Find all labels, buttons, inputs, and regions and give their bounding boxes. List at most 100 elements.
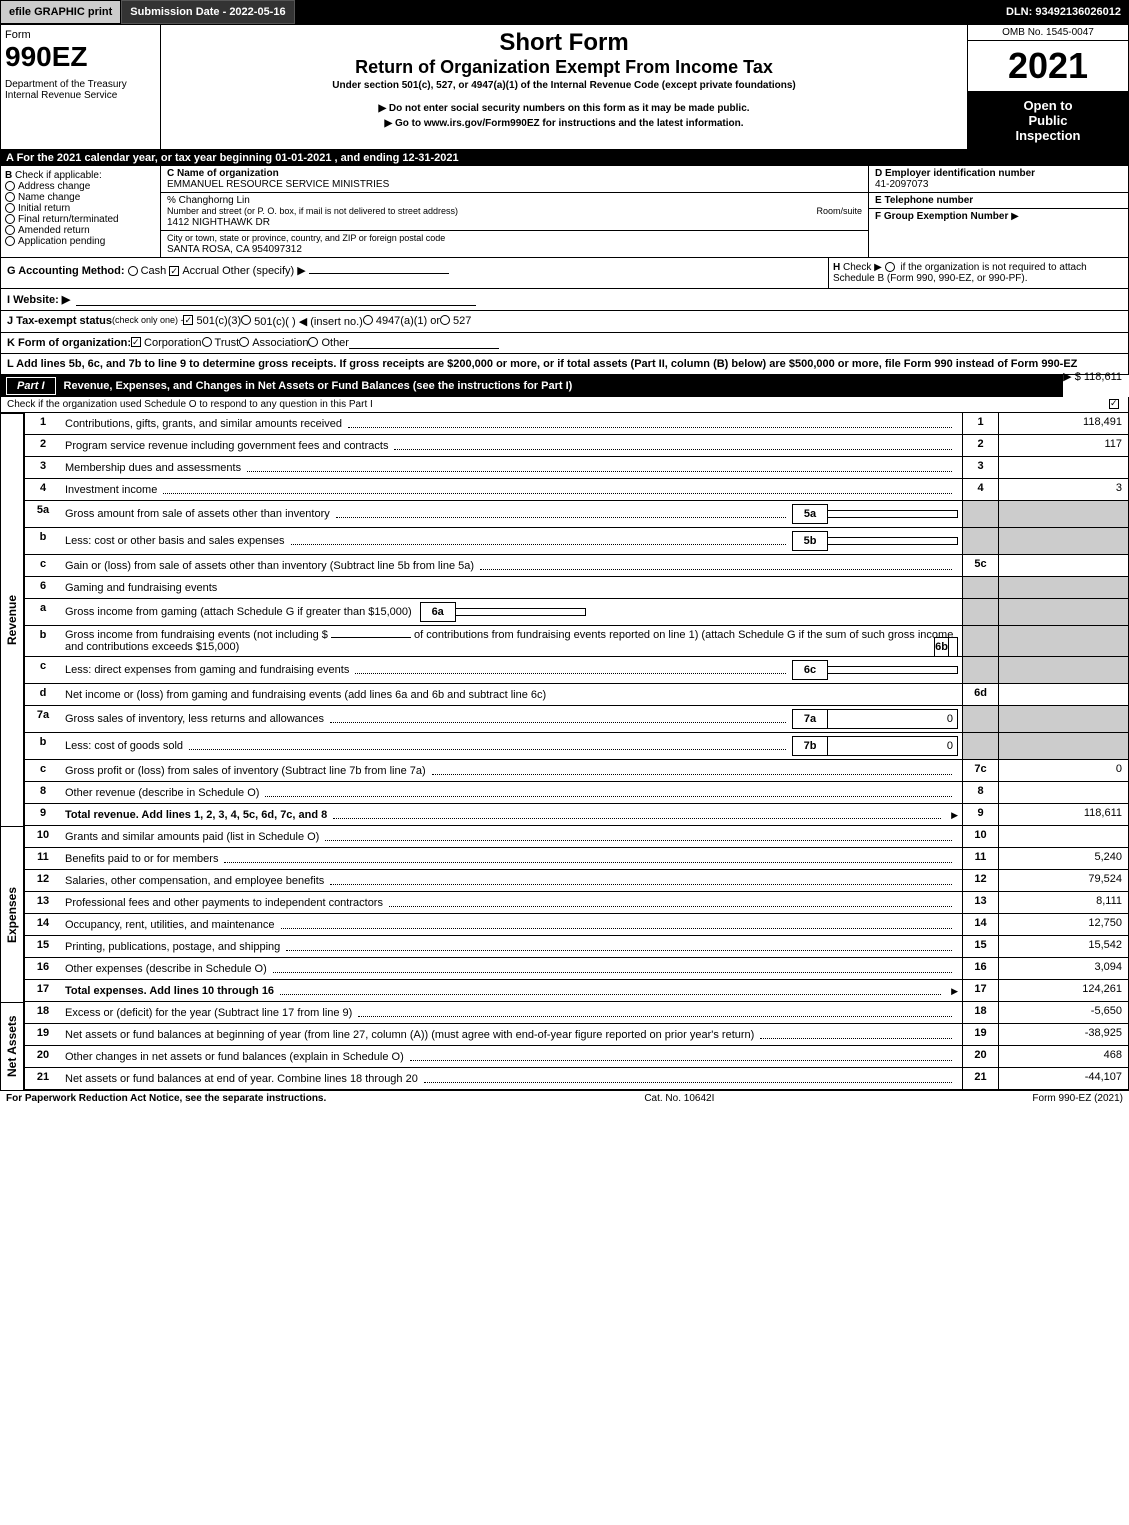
- line-7a-shade-val: [998, 706, 1128, 732]
- line-5a-shade: [962, 501, 998, 527]
- line-6d: d Net income or (loss) from gaming and f…: [24, 684, 1129, 706]
- line-6-shade: [962, 577, 998, 598]
- checkbox-501c[interactable]: [241, 315, 251, 325]
- header-right: OMB No. 1545-0047 2021 Open to Public In…: [968, 25, 1128, 149]
- line-5a-num: 5a: [25, 501, 61, 527]
- room-label: Room/suite: [816, 206, 862, 216]
- k-label: K Form of organization:: [7, 337, 131, 349]
- section-g: G Accounting Method: Cash Accrual Other …: [1, 258, 828, 288]
- line-15: 15 Printing, publications, postage, and …: [24, 936, 1129, 958]
- line-6a-shade-val: [998, 599, 1128, 625]
- checkbox-final-return[interactable]: [5, 214, 15, 224]
- line-6c-sublabel: 6c: [792, 660, 828, 680]
- checkbox-amended-return[interactable]: [5, 225, 15, 235]
- line-4-val: 3: [998, 479, 1128, 500]
- g-label: G Accounting Method:: [7, 265, 125, 277]
- c-label: C Name of organization: [167, 168, 279, 179]
- line-4-label: 4: [962, 479, 998, 500]
- cb-initial: Initial return: [18, 203, 70, 214]
- line-7b-sublabel: 7b: [792, 736, 828, 756]
- checkbox-application-pending[interactable]: [5, 236, 15, 246]
- line-14-desc: Occupancy, rent, utilities, and maintena…: [65, 919, 275, 931]
- line-1-num: 1: [25, 413, 61, 434]
- checkbox-address-change[interactable]: [5, 181, 15, 191]
- dln-label: DLN: 93492136026012: [998, 0, 1129, 24]
- line-5c: c Gain or (loss) from sale of assets oth…: [24, 555, 1129, 577]
- footer-right: Form 990-EZ (2021): [1032, 1093, 1123, 1104]
- line-7a-sublabel: 7a: [792, 709, 828, 729]
- h-label: H: [833, 262, 840, 273]
- l-amount: ▶ $ 118,611: [1063, 370, 1122, 383]
- line-11: 11 Benefits paid to or for members 11 5,…: [24, 848, 1129, 870]
- line-18-desc: Excess or (deficit) for the year (Subtra…: [65, 1007, 352, 1019]
- f-arrow: ▶: [1011, 211, 1019, 222]
- line-7c-desc: Gross profit or (loss) from sales of inv…: [65, 765, 426, 777]
- checkbox-corporation[interactable]: [131, 337, 141, 347]
- line-6d-label: 6d: [962, 684, 998, 705]
- checkbox-501c3[interactable]: [183, 315, 193, 325]
- footer: For Paperwork Reduction Act Notice, see …: [0, 1090, 1129, 1106]
- line-6-shade-val: [998, 577, 1128, 598]
- h-check: Check ▶: [843, 262, 882, 273]
- line-3-val: [998, 457, 1128, 478]
- warn-link: ▶ Go to www.irs.gov/Form990EZ for instru…: [165, 116, 963, 131]
- line-13: 13 Professional fees and other payments …: [24, 892, 1129, 914]
- checkbox-4947[interactable]: [363, 315, 373, 325]
- open-to-public: Open to Public Inspection: [968, 92, 1128, 149]
- check-if-applicable: Check if applicable:: [15, 170, 102, 181]
- efile-print-button[interactable]: efile GRAPHIC print: [0, 0, 121, 24]
- open-line-3: Inspection: [972, 128, 1124, 143]
- checkbox-other[interactable]: [308, 337, 318, 347]
- line-21-num: 21: [25, 1068, 61, 1089]
- line-7a-subval: 0: [828, 709, 958, 729]
- warn-ssn: ▶ Do not enter social security numbers o…: [165, 101, 963, 116]
- line-4: 4 Investment income 4 3: [24, 479, 1129, 501]
- line-5c-desc: Gain or (loss) from sale of assets other…: [65, 560, 474, 572]
- org-name: EMMANUEL RESOURCE SERVICE MINISTRIES: [167, 179, 389, 190]
- checkbox-schedule-o[interactable]: [1109, 399, 1119, 409]
- checkbox-cash[interactable]: [128, 266, 138, 276]
- part-1-title: Revenue, Expenses, and Changes in Net As…: [64, 380, 573, 392]
- line-20: 20 Other changes in net assets or fund b…: [24, 1046, 1129, 1068]
- k-trust: Trust: [215, 337, 240, 349]
- section-h: H Check ▶ if the organization is not req…: [828, 258, 1128, 288]
- submission-date-label: Submission Date - 2022-05-16: [121, 0, 294, 24]
- form-number: 990EZ: [5, 41, 156, 73]
- line-13-num: 13: [25, 892, 61, 913]
- expenses-block: Expenses 10 Grants and similar amounts p…: [0, 826, 1129, 1002]
- line-10-val: [998, 826, 1128, 847]
- b-label: B: [5, 170, 12, 181]
- line-20-label: 20: [962, 1046, 998, 1067]
- line-21-val: -44,107: [998, 1068, 1128, 1089]
- line-16-num: 16: [25, 958, 61, 979]
- line-17: 17 Total expenses. Add lines 10 through …: [24, 980, 1129, 1002]
- line-2-desc: Program service revenue including govern…: [65, 440, 388, 452]
- checkbox-association[interactable]: [239, 337, 249, 347]
- l-text: L Add lines 5b, 6c, and 7b to line 9 to …: [7, 358, 1077, 370]
- section-j: J Tax-exempt status (check only one) - 5…: [0, 311, 1129, 333]
- checkbox-h[interactable]: [885, 262, 895, 272]
- dept-label: Department of the Treasury: [5, 79, 156, 90]
- line-16-label: 16: [962, 958, 998, 979]
- street-label: Number and street (or P. O. box, if mail…: [167, 206, 458, 216]
- section-k: K Form of organization: Corporation Trus…: [0, 333, 1129, 354]
- checkbox-527[interactable]: [440, 315, 450, 325]
- line-2: 2 Program service revenue including gove…: [24, 435, 1129, 457]
- header-mid: Short Form Return of Organization Exempt…: [161, 25, 968, 149]
- line-1-val: 118,491: [998, 413, 1128, 434]
- checkbox-trust[interactable]: [202, 337, 212, 347]
- line-12: 12 Salaries, other compensation, and emp…: [24, 870, 1129, 892]
- line-1-desc: Contributions, gifts, grants, and simila…: [65, 418, 342, 430]
- line-21-desc: Net assets or fund balances at end of ye…: [65, 1073, 418, 1085]
- cb-name: Name change: [18, 192, 80, 203]
- line-6d-num: d: [25, 684, 61, 705]
- line-5a-shade-val: [998, 501, 1128, 527]
- line-13-val: 8,111: [998, 892, 1128, 913]
- checkbox-name-change[interactable]: [5, 192, 15, 202]
- checkbox-accrual[interactable]: [169, 266, 179, 276]
- tax-year: 2021: [968, 41, 1128, 92]
- checkbox-initial-return[interactable]: [5, 203, 15, 213]
- topbar-spacer: [295, 0, 998, 24]
- line-20-desc: Other changes in net assets or fund bala…: [65, 1051, 404, 1063]
- city-state-zip: SANTA ROSA, CA 954097312: [167, 244, 302, 255]
